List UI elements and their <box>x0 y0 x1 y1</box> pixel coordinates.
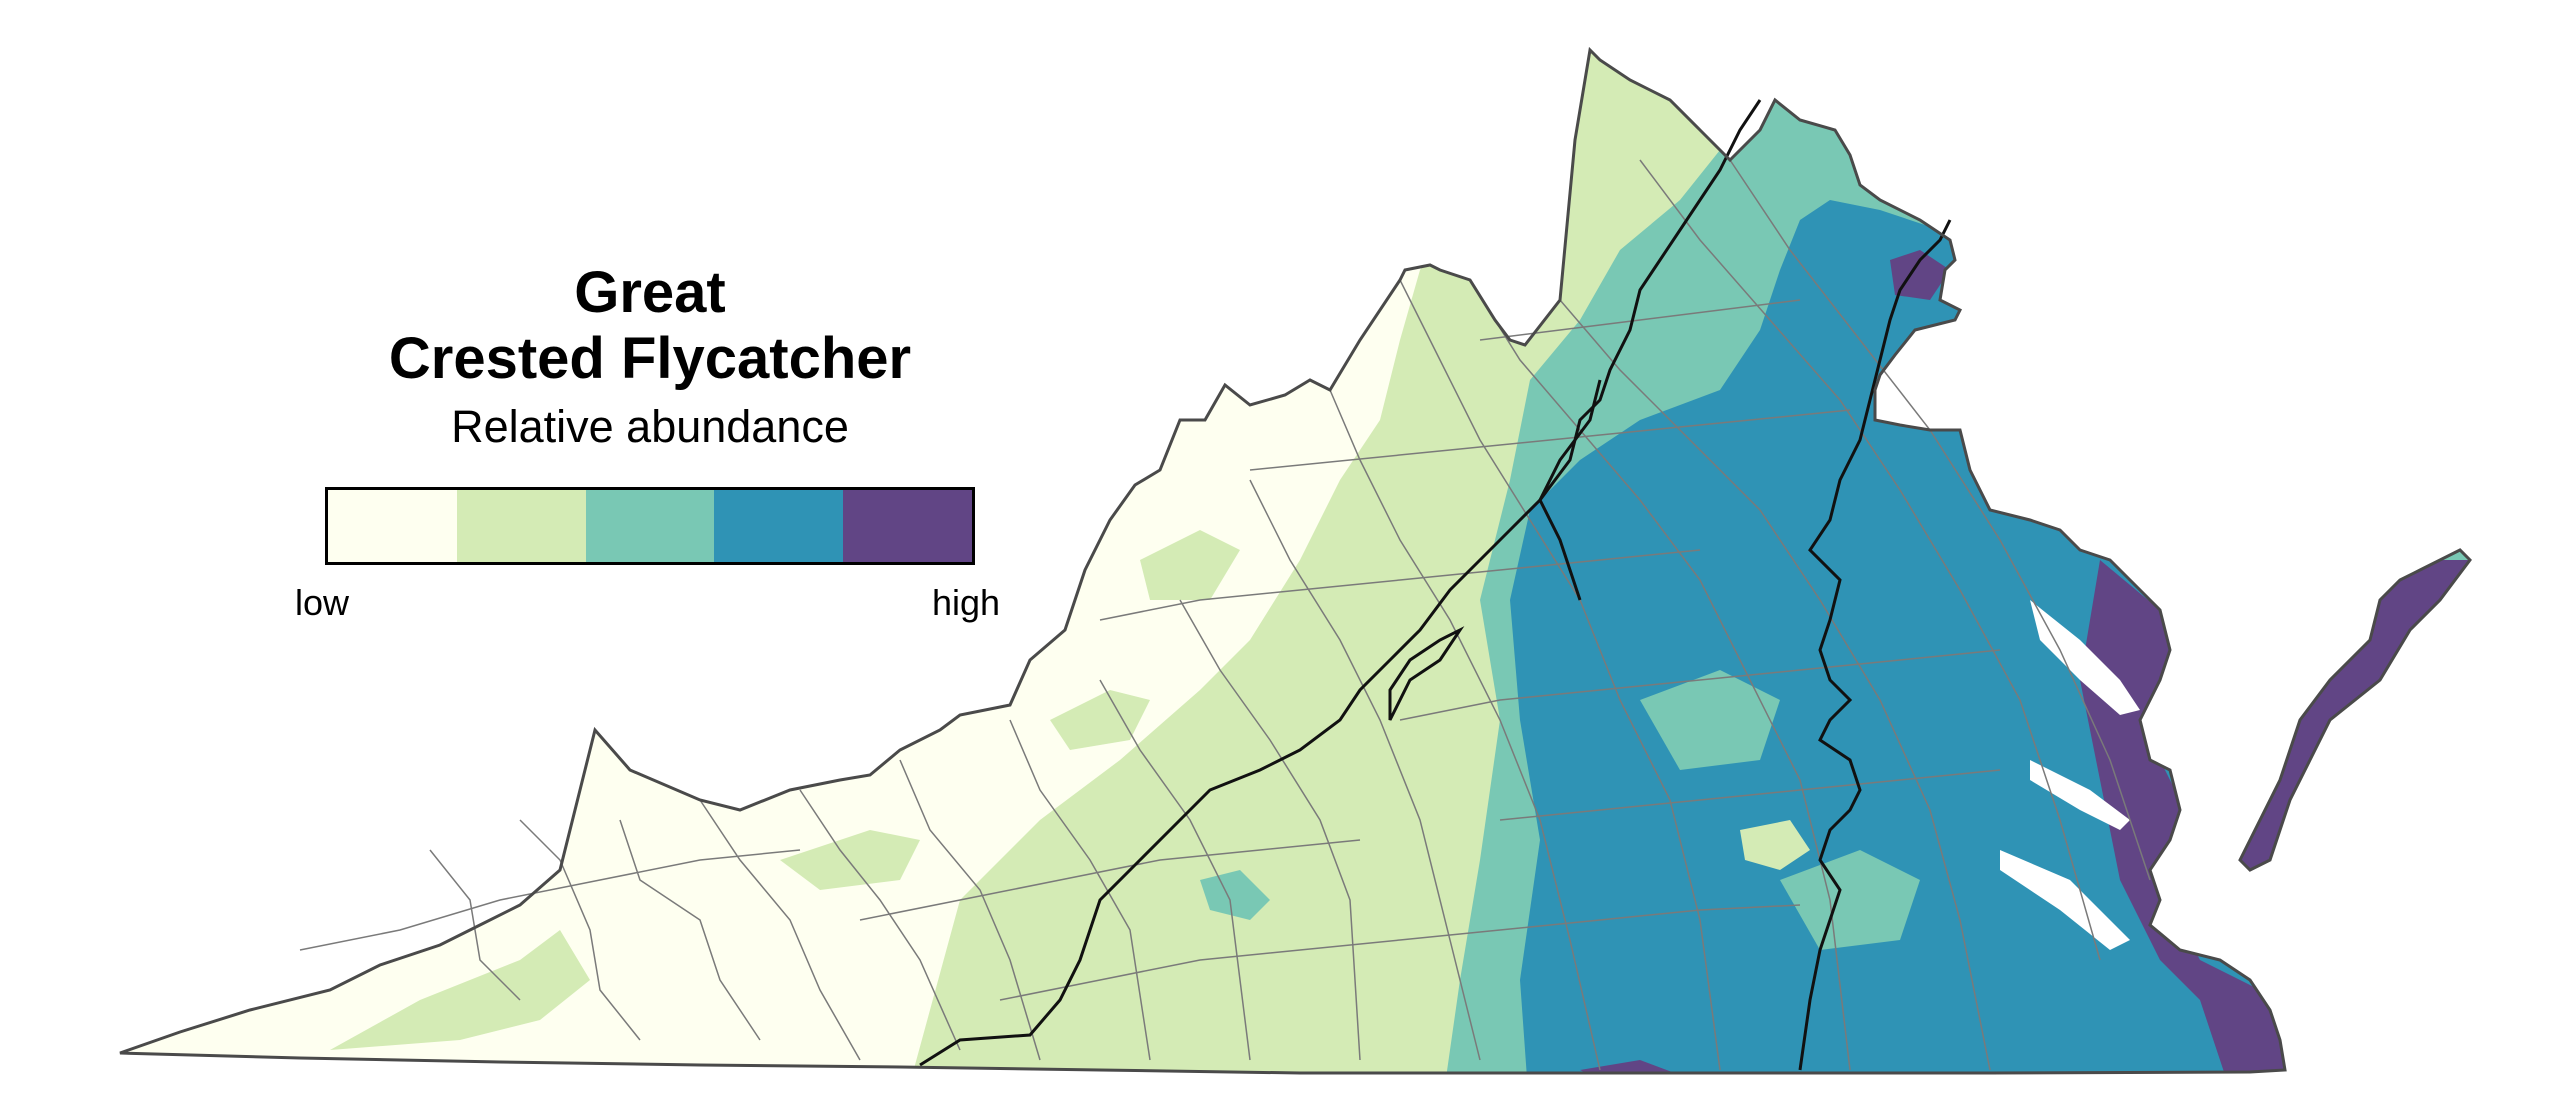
abundance-patch-class-2 <box>330 930 590 1050</box>
blue-ridge-inner-boundary <box>1388 626 1465 721</box>
legend-high-label: high <box>931 582 1000 623</box>
abundance-patch-high <box>1890 250 1950 300</box>
abundance-patch-class-2 <box>1050 690 1150 750</box>
abundance-patch-class-2-inner <box>1740 820 1810 870</box>
abundance-patch-class-2 <box>780 830 920 890</box>
river-estuary <box>2030 760 2130 830</box>
map-title: Great Crested Flycatcher <box>290 260 1010 392</box>
title-line-1: Great <box>574 260 726 325</box>
legend-swatch-5 <box>843 490 972 562</box>
abundance-zone-high <box>2240 560 2470 870</box>
legend-color-bar <box>325 487 975 565</box>
legend-subtitle: Relative abundance <box>451 401 849 452</box>
legend-swatch-4 <box>714 490 844 562</box>
fall-line-boundary <box>1798 219 1952 1071</box>
state-outline <box>119 46 2472 1075</box>
river-estuary <box>2000 850 2130 950</box>
map-legend: Great Crested Flycatcher Relative abunda… <box>290 260 1010 623</box>
abundance-patch-class-3-inner <box>1640 670 1780 770</box>
title-line-2: Crested Flycatcher <box>388 326 912 391</box>
abundance-patch-high <box>1580 1060 1680 1073</box>
legend-swatch-3 <box>585 490 715 562</box>
legend-low-label: low <box>295 582 350 623</box>
legend-swatch-2 <box>456 490 586 562</box>
river-estuary <box>2030 600 2140 715</box>
county-boundaries <box>299 159 2151 1071</box>
blue-ridge-boundary <box>919 99 1762 1067</box>
abundance-patch-class-3-inner <box>1780 850 1920 950</box>
region-boundaries <box>919 99 1952 1071</box>
piedmont-inner-boundary <box>1538 379 1602 601</box>
abundance-patch-class-3 <box>1200 870 1270 920</box>
abundance-patch-class-2 <box>1140 530 1240 600</box>
legend-swatch-1 <box>328 490 457 562</box>
water-bodies <box>2000 600 2140 950</box>
abundance-zone-high <box>2080 560 2300 1073</box>
